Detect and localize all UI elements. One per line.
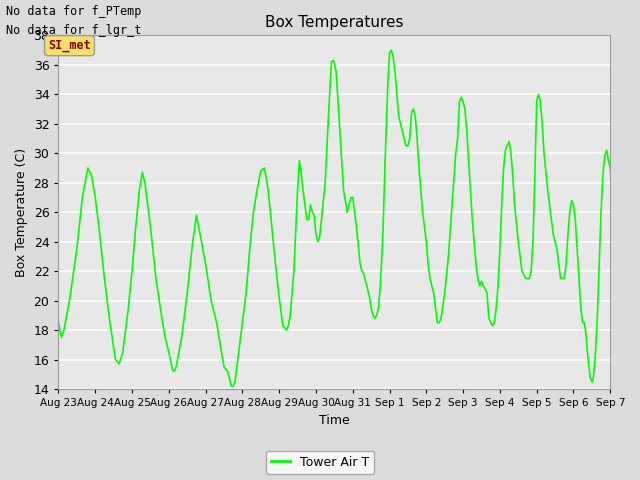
Title: Box Temperatures: Box Temperatures <box>265 15 404 30</box>
Text: No data for f_PTemp: No data for f_PTemp <box>6 5 142 18</box>
Y-axis label: Box Temperature (C): Box Temperature (C) <box>15 148 28 277</box>
Text: SI_met: SI_met <box>48 39 91 52</box>
Text: No data for f_lgr_t: No data for f_lgr_t <box>6 24 142 37</box>
X-axis label: Time: Time <box>319 414 349 427</box>
Legend: Tower Air T: Tower Air T <box>266 451 374 474</box>
